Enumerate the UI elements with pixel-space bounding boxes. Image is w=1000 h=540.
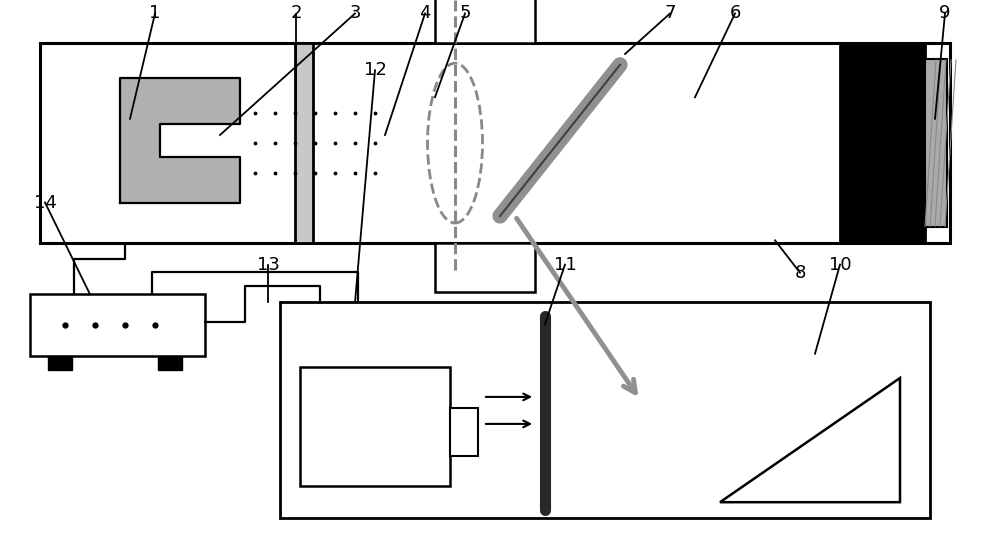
Text: 7: 7: [664, 4, 676, 23]
Bar: [435, 243, 535, 292]
Bar: [48, 356, 72, 370]
Bar: [120, 157, 240, 202]
Bar: [435, 0, 535, 43]
Bar: [158, 356, 182, 370]
Bar: [120, 78, 240, 124]
Bar: [40, 43, 950, 243]
Bar: [450, 408, 478, 456]
Bar: [120, 78, 160, 202]
Text: 11: 11: [554, 255, 576, 274]
Bar: [925, 59, 947, 227]
Text: 9: 9: [939, 4, 951, 23]
Bar: [295, 43, 313, 243]
Bar: [30, 294, 205, 356]
Bar: [280, 302, 930, 518]
Text: 1: 1: [149, 4, 161, 23]
Text: 8: 8: [794, 264, 806, 282]
Text: 10: 10: [829, 255, 851, 274]
Text: 12: 12: [364, 61, 386, 79]
Bar: [840, 43, 925, 243]
Text: 3: 3: [349, 4, 361, 23]
Text: 6: 6: [729, 4, 741, 23]
Bar: [300, 367, 450, 486]
Text: 14: 14: [34, 193, 56, 212]
Text: 2: 2: [290, 4, 302, 23]
Text: 4: 4: [419, 4, 431, 23]
Text: 13: 13: [257, 255, 279, 274]
Text: 5: 5: [459, 4, 471, 23]
